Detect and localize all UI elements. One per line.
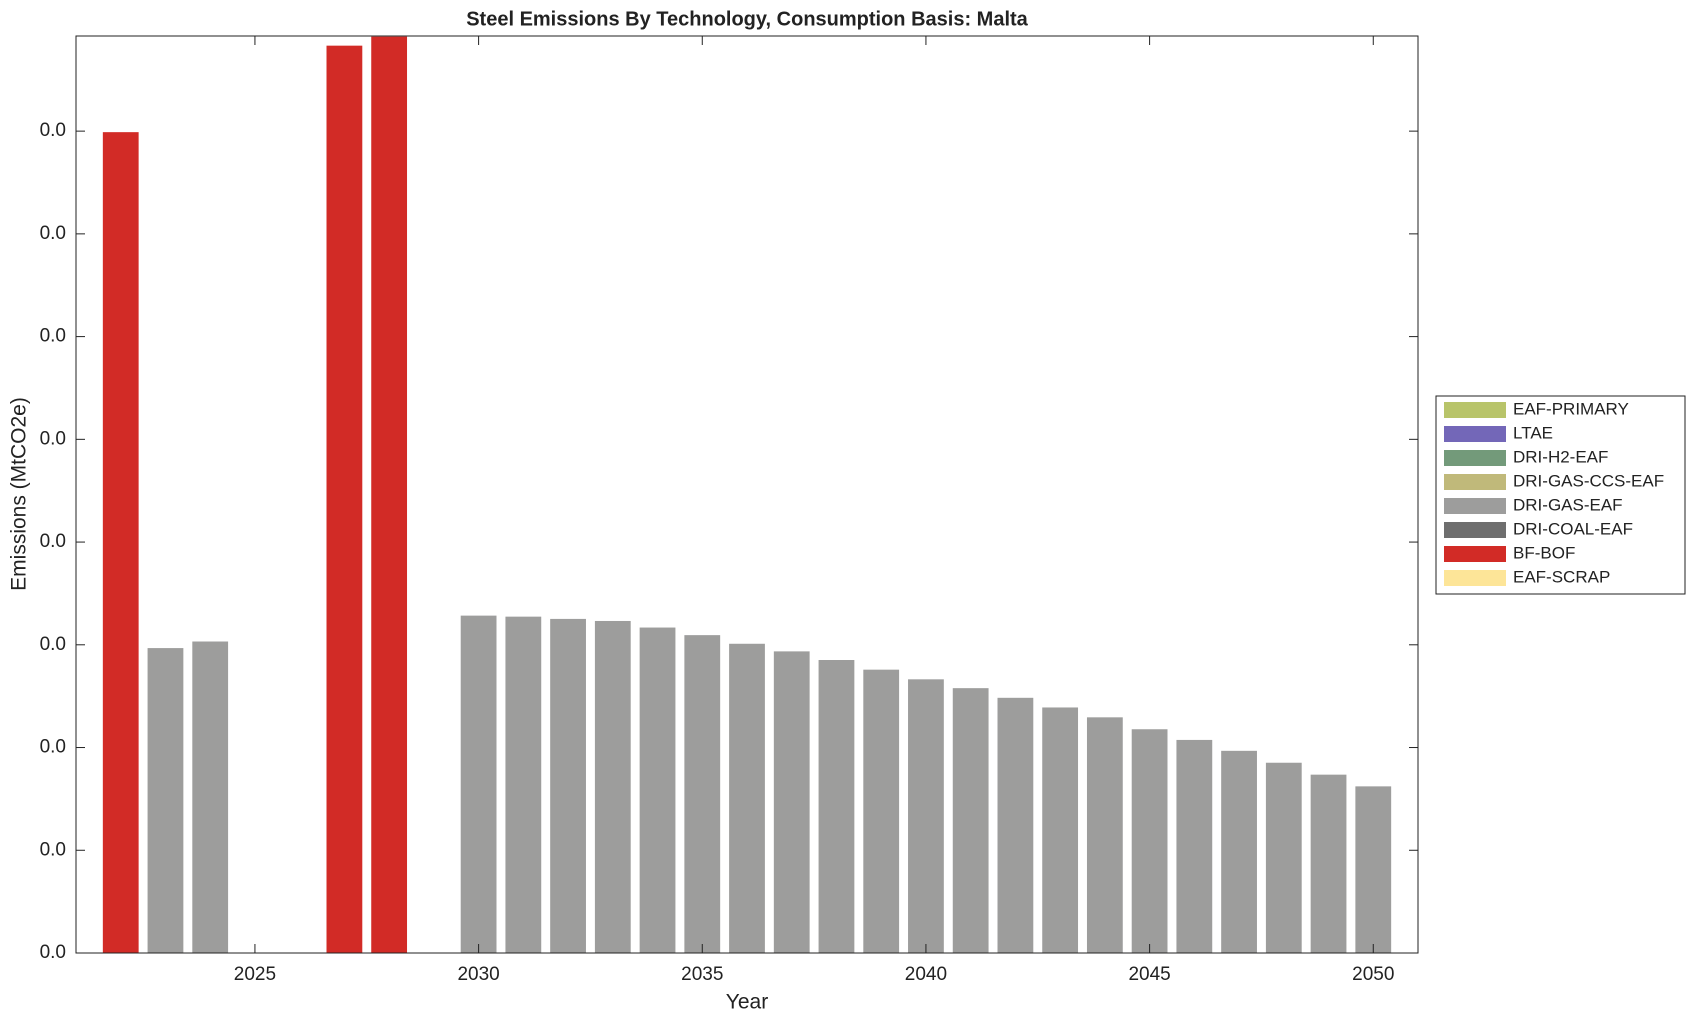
legend-label: DRI-COAL-EAF [1513, 519, 1633, 538]
bar [1310, 774, 1347, 953]
y-tick-label: 0.0 [40, 634, 66, 655]
y-tick-label: 0.0 [40, 531, 66, 552]
bar [460, 615, 497, 953]
x-tick-label: 2050 [1352, 964, 1394, 985]
bar [1355, 786, 1392, 953]
bar [147, 648, 184, 953]
legend-label: BF-BOF [1513, 543, 1575, 562]
plot-frame [75, 35, 1419, 954]
legend-label: EAF-SCRAP [1513, 567, 1610, 586]
x-tick-label: 2035 [681, 964, 723, 985]
bar [371, 36, 408, 953]
bar [192, 641, 229, 953]
legend-label: DRI-GAS-EAF [1513, 495, 1623, 514]
bar [550, 618, 586, 953]
x-axis-label: Year [726, 991, 768, 1014]
legend-swatch [1444, 522, 1506, 538]
legend-label: DRI-GAS-CCS-EAF [1513, 471, 1664, 490]
bars [102, 36, 1392, 953]
y-tick-label: 0.0 [40, 120, 66, 141]
legend-swatch [1444, 546, 1506, 562]
legend-swatch [1444, 402, 1506, 418]
legend-swatch [1444, 426, 1506, 442]
bar [952, 688, 989, 953]
legend-swatch [1444, 474, 1506, 490]
chart-title: Steel Emissions By Technology, Consumpti… [466, 8, 1028, 30]
legend-label: DRI-H2-EAF [1513, 447, 1608, 466]
y-tick-label: 0.0 [40, 737, 66, 758]
y-tick-label: 0.0 [40, 223, 66, 244]
bar [1131, 729, 1168, 953]
legend-label: LTAE [1513, 423, 1553, 442]
bar [1265, 762, 1302, 953]
x-tick-label: 2030 [457, 964, 499, 985]
bar [1086, 717, 1123, 953]
y-tick-label: 0.0 [40, 942, 66, 963]
legend-swatch [1444, 570, 1506, 586]
y-tick-label: 0.0 [40, 326, 66, 347]
bar [639, 627, 676, 953]
x-tick-label: 2025 [234, 964, 276, 985]
legend-swatch [1444, 450, 1506, 466]
bar [773, 651, 810, 953]
legend-swatch [1444, 498, 1506, 514]
bar [1221, 750, 1257, 953]
y-tick-label: 0.0 [40, 839, 66, 860]
bar [326, 45, 363, 953]
x-tick-label: 2045 [1128, 964, 1170, 985]
bar [729, 643, 765, 953]
bar [818, 660, 855, 953]
legend-label: EAF-PRIMARY [1513, 399, 1629, 418]
bar [863, 669, 900, 953]
bar [1176, 739, 1213, 953]
y-tick-label: 0.0 [40, 428, 66, 449]
x-tick-label: 2040 [905, 964, 947, 985]
bar [1042, 707, 1079, 953]
y-axis-label: Emissions (MtCO2e) [8, 397, 31, 591]
bar [908, 679, 944, 953]
bar [997, 697, 1034, 953]
bar [102, 132, 139, 953]
bar [684, 635, 721, 953]
bar [505, 616, 542, 953]
bar [594, 620, 631, 953]
